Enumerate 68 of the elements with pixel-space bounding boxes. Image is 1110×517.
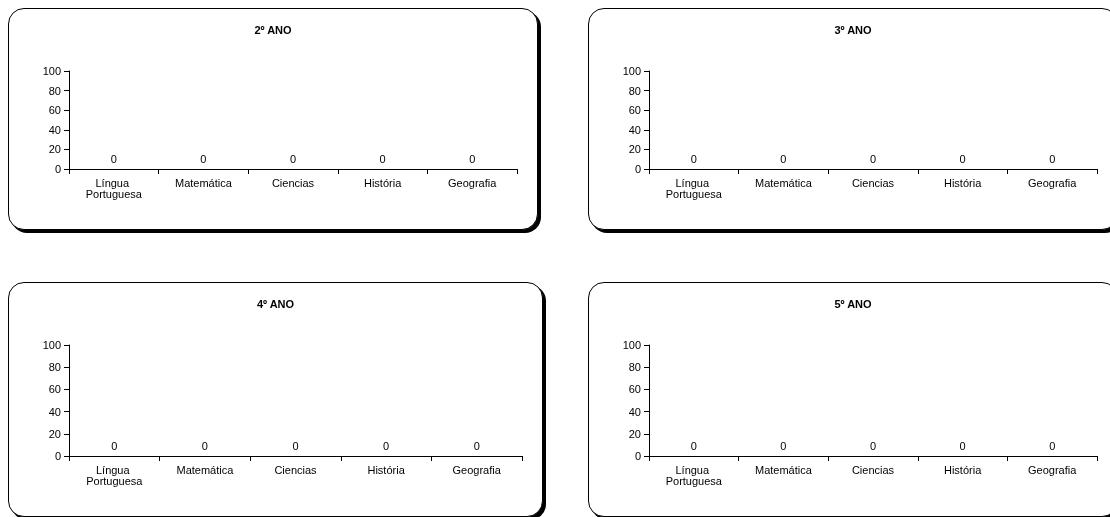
data-label: 0 <box>1049 152 1056 165</box>
data-label: 0 <box>959 152 966 165</box>
x-tick-label: Língua Portuguesa <box>665 463 723 487</box>
x-tick-label: Ciencias <box>271 176 315 189</box>
data-label: 0 <box>869 439 877 452</box>
data-label: 0 <box>473 439 480 452</box>
y-tick-label: 80 <box>48 84 61 97</box>
y-tick-label: 20 <box>628 427 641 440</box>
y-tick-label: 40 <box>628 123 641 136</box>
x-tick-label: Matemática <box>174 176 233 189</box>
y-tick-label: 40 <box>48 405 61 418</box>
y-tick-label: 20 <box>628 143 641 156</box>
y-tick-label: 80 <box>628 361 641 374</box>
y-tick-label: 100 <box>622 339 641 351</box>
data-label: 0 <box>469 152 476 165</box>
x-tick-label: Geografia <box>452 463 502 476</box>
data-label: 0 <box>111 439 118 452</box>
data-label: 0 <box>383 439 390 452</box>
chart-title: 4º ANO <box>256 297 295 310</box>
y-tick-label: 60 <box>48 383 61 396</box>
x-tick-label: Língua Portuguesa <box>85 176 143 200</box>
x-tick-label: História <box>943 176 983 189</box>
x-tick-label: Língua Portuguesa <box>665 176 723 200</box>
y-tick-label: 100 <box>42 339 61 351</box>
x-tick-label: Ciencias <box>851 463 895 476</box>
y-tick-label: 100 <box>42 65 61 77</box>
x-tick-label: Língua Portuguesa <box>86 463 144 487</box>
y-tick-label: 0 <box>634 163 641 175</box>
y-tick-label: 60 <box>628 383 641 396</box>
x-tick-label: Geografia <box>1028 176 1078 189</box>
y-tick-label: 40 <box>628 405 641 418</box>
x-tick-label: Geografia <box>448 176 498 189</box>
x-tick-label: História <box>943 463 983 476</box>
y-tick-label: 40 <box>48 123 61 136</box>
y-tick-label: 20 <box>48 143 61 156</box>
data-label: 0 <box>200 152 207 165</box>
data-label: 0 <box>289 152 297 165</box>
y-tick-label: 60 <box>628 104 641 117</box>
x-tick-label: Ciencias <box>274 463 318 476</box>
y-tick-label: 0 <box>54 450 61 462</box>
chart-title: 3º ANO <box>834 23 873 36</box>
data-label: 0 <box>690 152 697 165</box>
y-tick-label: 80 <box>48 361 61 374</box>
data-label: 0 <box>379 152 386 165</box>
y-tick-label: 20 <box>48 427 61 440</box>
data-label: 0 <box>201 439 208 452</box>
x-tick-label: Matemática <box>754 463 813 476</box>
data-label: 0 <box>110 152 117 165</box>
data-label: 0 <box>869 152 877 165</box>
x-tick-label: História <box>363 176 403 189</box>
y-tick-label: 0 <box>634 450 641 462</box>
data-label: 0 <box>1049 439 1056 452</box>
data-label: 0 <box>292 439 299 452</box>
x-tick-label: Matemática <box>176 463 235 476</box>
x-tick-label: Matemática <box>754 176 813 189</box>
y-tick-label: 60 <box>48 104 61 117</box>
data-label: 0 <box>780 152 787 165</box>
chart-title: 5º ANO <box>834 297 873 310</box>
y-tick-label: 100 <box>622 65 641 77</box>
y-tick-label: 0 <box>54 163 61 175</box>
chart-title: 2º ANO <box>254 23 293 36</box>
data-label: 0 <box>959 439 966 452</box>
data-label: 0 <box>780 439 787 452</box>
x-tick-label: Ciencias <box>851 176 895 189</box>
y-tick-label: 80 <box>628 84 641 97</box>
x-tick-label: Geografia <box>1028 463 1078 476</box>
x-tick-label: História <box>367 463 406 476</box>
data-label: 0 <box>690 439 697 452</box>
